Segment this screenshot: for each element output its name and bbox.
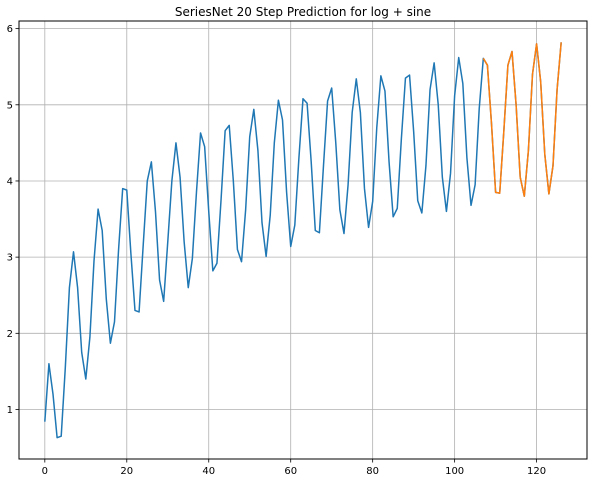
y-tick-label: 5	[7, 100, 13, 111]
x-tick-label: 0	[42, 466, 48, 477]
y-tick-label: 1	[7, 405, 13, 416]
grid	[19, 21, 587, 459]
y-tick-label: 3	[7, 253, 13, 264]
x-tick-label: 60	[284, 466, 297, 477]
x-tick-label: 80	[366, 466, 379, 477]
series-layer	[44, 42, 562, 439]
y-tick-label: 6	[7, 24, 13, 35]
x-tick-label: 120	[527, 466, 546, 477]
x-tick-label: 40	[202, 466, 215, 477]
x-tick-label: 20	[120, 466, 133, 477]
series-line-prediction	[482, 42, 562, 197]
x-tick-label: 100	[445, 466, 464, 477]
y-tick-label: 4	[7, 176, 13, 187]
chart-title: SeriesNet 20 Step Prediction for log + s…	[175, 5, 431, 19]
series-line-actual	[44, 42, 562, 439]
axes: 0 20 40 60 80 100 120 1 2 3 4 5 6	[7, 24, 547, 477]
y-tick-label: 2	[7, 329, 13, 340]
plot-frame	[18, 20, 588, 460]
